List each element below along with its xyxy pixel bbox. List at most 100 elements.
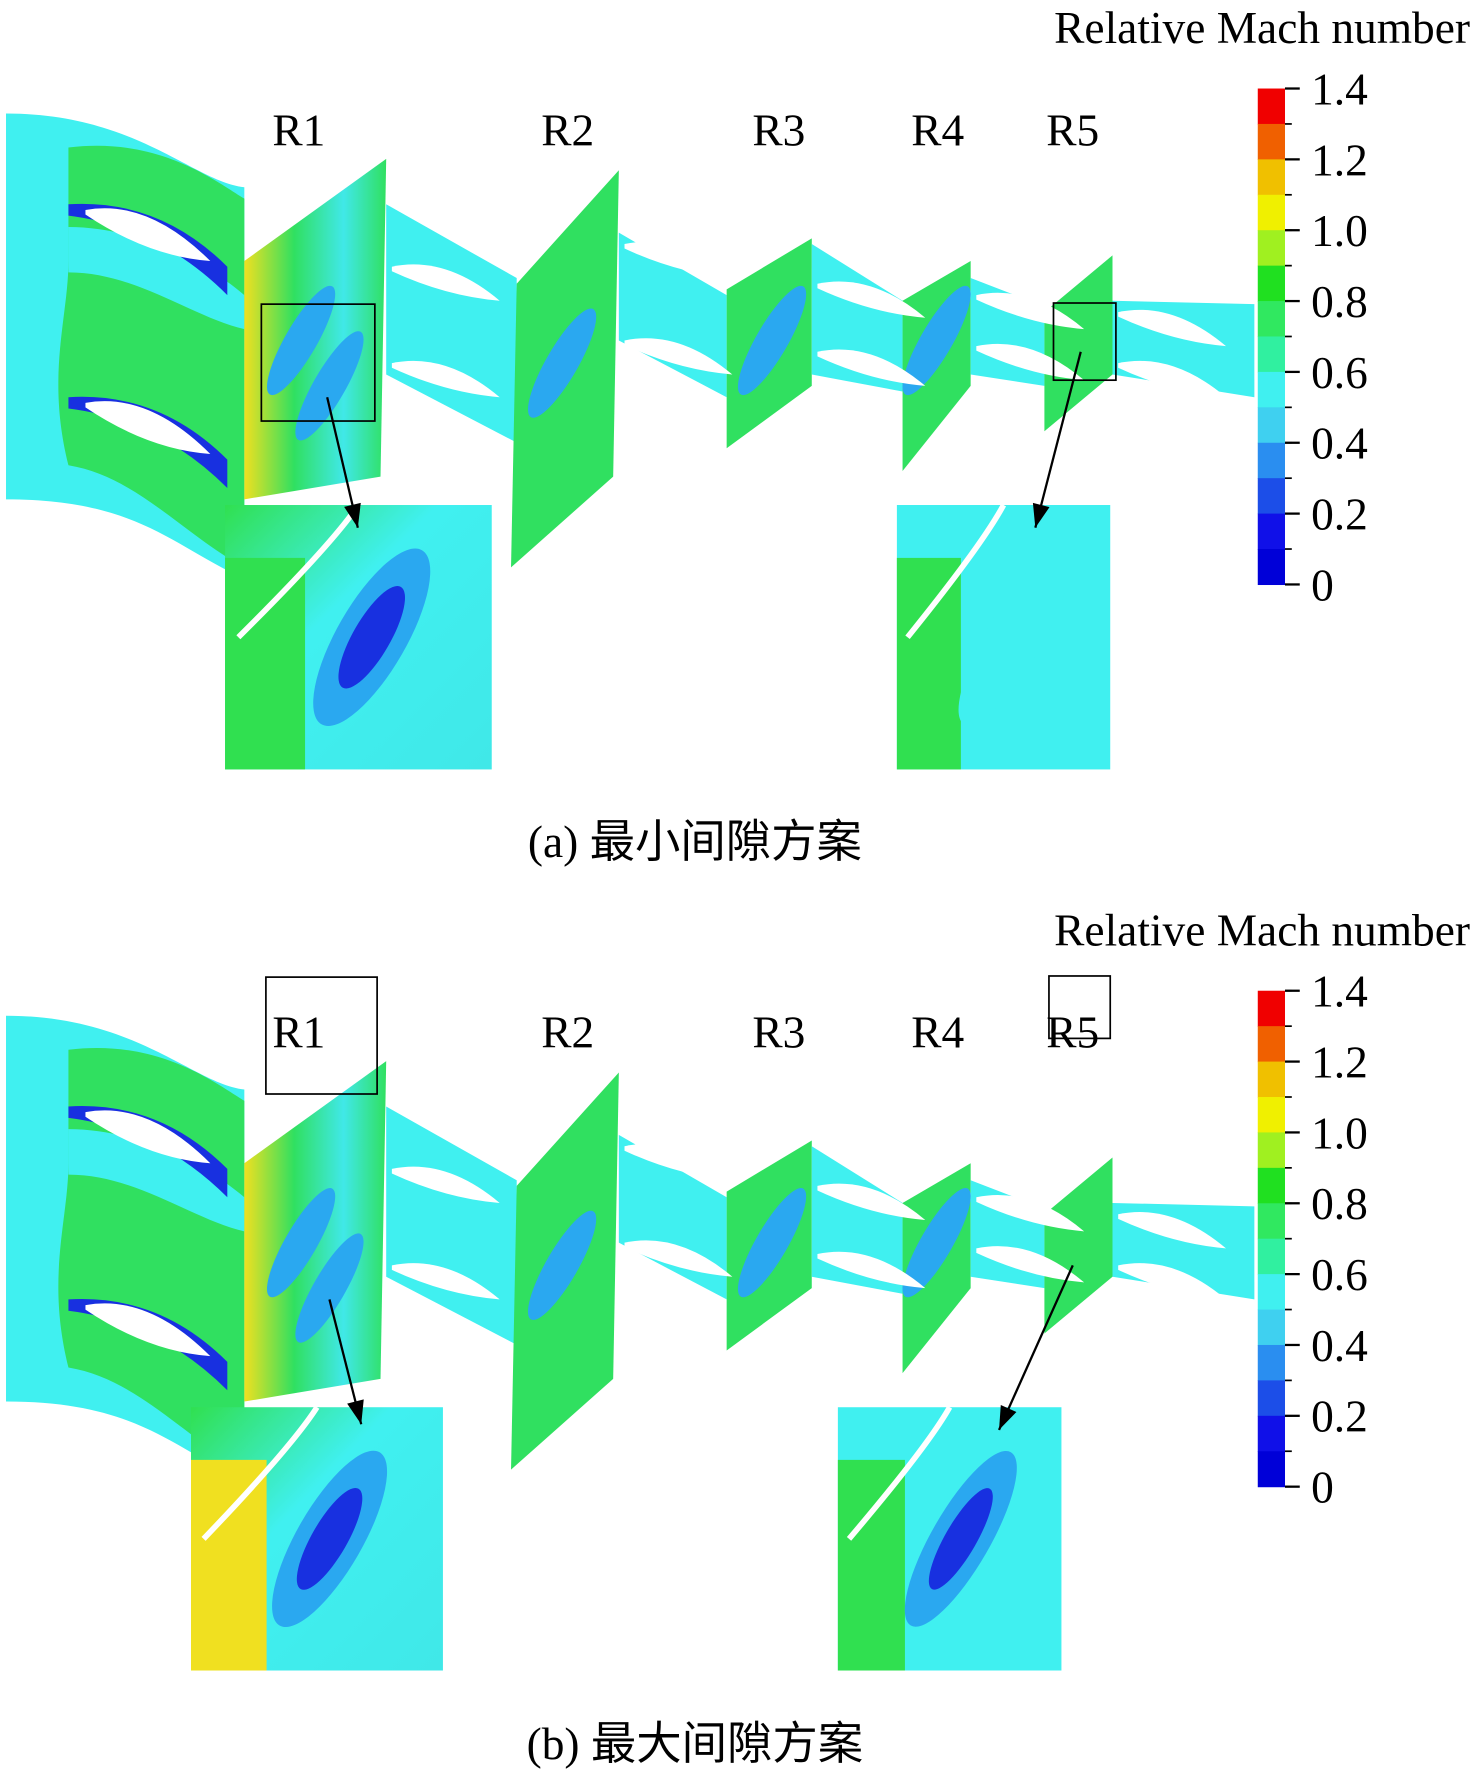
- colorbar-tick-label: 0.2: [1311, 1392, 1368, 1442]
- inset-core: [296, 1487, 363, 1590]
- colorbar-band: [1257, 194, 1286, 231]
- inlet-wake: [68, 1129, 245, 1232]
- blade: [817, 281, 926, 318]
- blade: [1118, 1263, 1226, 1300]
- colorbar-band: [1257, 265, 1286, 302]
- inlet-wake: [68, 226, 245, 330]
- colorbar-band: [1257, 1167, 1286, 1204]
- colorbar-tick-label: 0.2: [1311, 489, 1368, 539]
- colorbar-band: [1257, 1344, 1286, 1381]
- colorbar-band: [1257, 1380, 1286, 1417]
- arrow-shaft: [1034, 351, 1082, 528]
- colorbar-band: [1257, 336, 1286, 373]
- blade: [624, 338, 733, 375]
- low-speed-zone: [266, 285, 336, 396]
- blade: [624, 1240, 733, 1277]
- zoom-box: [1052, 302, 1117, 382]
- colorbar-tick-label: 1.2: [1311, 135, 1368, 185]
- colorbar-band: [1257, 1132, 1286, 1169]
- low-speed-zone: [737, 285, 807, 396]
- low-speed-zone: [527, 308, 597, 418]
- blade: [391, 1263, 500, 1300]
- row-label: R5: [1046, 1007, 1099, 1057]
- blade: [1118, 360, 1226, 398]
- colorbar-band: [1257, 1097, 1286, 1133]
- arrow-shaft: [997, 1264, 1074, 1431]
- blade-row: [386, 1106, 517, 1345]
- colorbar-tick-label: 1.0: [1311, 1108, 1368, 1158]
- low-speed-zone: [902, 1188, 971, 1298]
- panel: R1 R2 R3 R4 R5 Relative Mach number 1.4 1.2 1.0 0…: [6, 905, 1470, 1769]
- colorbar-band: [1257, 990, 1286, 1027]
- inset-region: [896, 557, 961, 770]
- blade: [391, 1166, 500, 1203]
- blade: [976, 343, 1085, 381]
- row-label: R5: [1046, 105, 1099, 155]
- inset-blade: [201, 1405, 320, 1541]
- row-label: R3: [752, 1007, 805, 1057]
- row-label: R4: [911, 105, 964, 155]
- colorbar-title: Relative Mach number: [1054, 3, 1470, 53]
- colorbar-band: [1257, 442, 1286, 479]
- colorbar-title: Relative Mach number: [1054, 905, 1470, 955]
- blade: [85, 208, 211, 262]
- colorbar-band: [1257, 1415, 1286, 1452]
- zoom-box: [260, 303, 376, 422]
- blade-row: [1044, 255, 1113, 432]
- low-speed-zone: [902, 285, 971, 396]
- colorbar-band: [1257, 159, 1286, 196]
- blade: [976, 1246, 1085, 1283]
- blade: [976, 292, 1085, 330]
- inset-core: [338, 585, 406, 689]
- low-speed-zone: [737, 1188, 807, 1298]
- low-speed-zone: [266, 1188, 336, 1298]
- blade: [1118, 1212, 1226, 1249]
- inset-core: [928, 1488, 993, 1590]
- colorbar-band: [1257, 1309, 1286, 1346]
- blade: [85, 401, 211, 454]
- arrow-head: [347, 1399, 364, 1425]
- colorbar-band: [1257, 88, 1286, 125]
- blade: [624, 241, 733, 279]
- arrow-head: [344, 502, 361, 528]
- row-label: R3: [752, 105, 805, 155]
- blade: [391, 264, 500, 301]
- colorbar-band: [1257, 513, 1286, 550]
- arrow-head: [999, 1405, 1017, 1430]
- inset-region: [225, 557, 306, 770]
- low-speed-zone: [527, 1210, 597, 1321]
- colorbar-band: [1257, 1274, 1286, 1311]
- colorbar-band: [1257, 123, 1286, 160]
- inset-region: [190, 1459, 267, 1671]
- row-label: R1: [272, 1007, 325, 1057]
- colorbar-band: [1257, 549, 1286, 586]
- blade: [817, 1183, 926, 1220]
- colorbar-tick-label: 0.6: [1311, 1250, 1368, 1300]
- blade: [1118, 309, 1226, 347]
- zoom-box: [1048, 975, 1112, 1040]
- colorbar-band: [1257, 407, 1286, 444]
- blade-row: [386, 204, 517, 443]
- low-speed-zone: [295, 331, 364, 441]
- colorbar-tick-label: 0.8: [1311, 1179, 1368, 1229]
- blade: [391, 360, 500, 398]
- colorbar-tick-label: 0.6: [1311, 348, 1368, 398]
- blade: [817, 349, 926, 386]
- inset-zone: [958, 549, 1070, 726]
- colorbar-tick-label: 1.4: [1311, 967, 1368, 1017]
- caption: (b) 最大间隙方案: [527, 1719, 864, 1769]
- colorbar-band: [1257, 1451, 1286, 1488]
- blade: [85, 1303, 211, 1357]
- colorbar-tick-label: 0: [1311, 1463, 1334, 1513]
- blade: [817, 1251, 926, 1289]
- inset-blade: [905, 503, 1007, 640]
- inset-region: [837, 1459, 905, 1671]
- colorbar-band: [1257, 301, 1286, 338]
- colorbar-band: [1257, 230, 1286, 267]
- inset-blade: [846, 1405, 953, 1541]
- colorbar-tick-label: 1.2: [1311, 1037, 1368, 1087]
- colorbar-band: [1257, 1203, 1286, 1240]
- colorbar-tick-label: 0: [1311, 560, 1334, 610]
